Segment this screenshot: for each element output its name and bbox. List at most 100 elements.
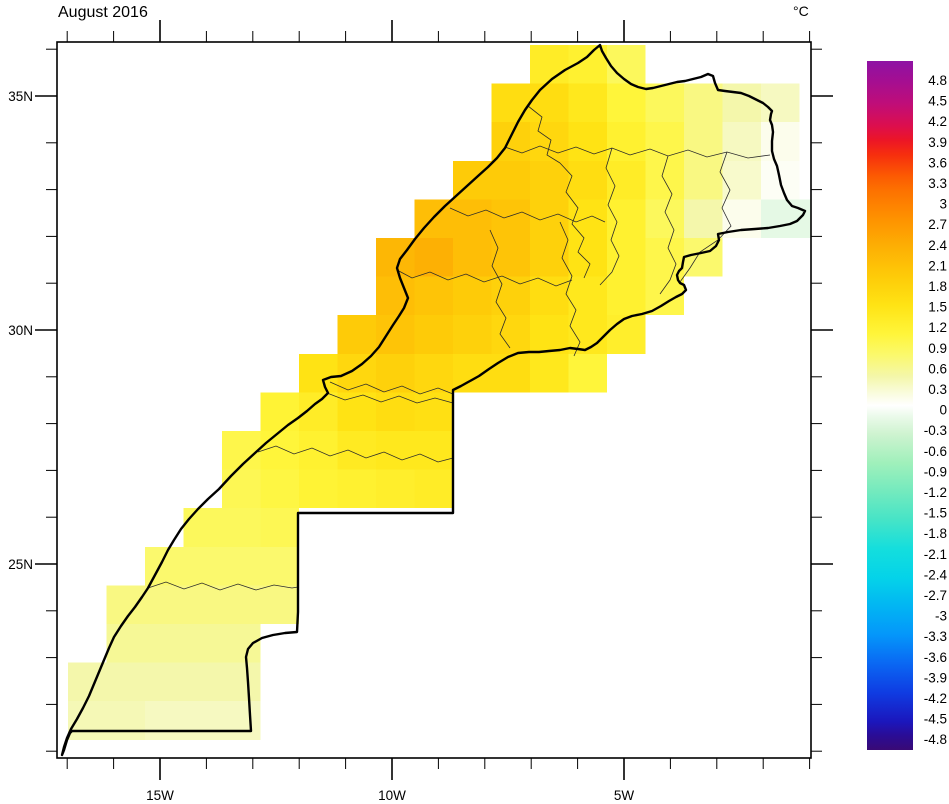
admin-boundary-line [449,207,606,223]
anomaly-grid-cell [645,83,684,123]
colorbar-tick-label: -3 [935,609,947,624]
anomaly-grid-cell [530,45,569,84]
anomaly-grid-cell [222,431,261,470]
anomaly-grid-cell [183,585,222,624]
admin-boundary-line [599,147,620,286]
anomaly-grid-cell [68,701,107,740]
anomaly-grid-cell [414,353,453,393]
anomaly-grid-cell [222,585,261,624]
anomaly-grid-cell [684,199,723,238]
colorbar-tick-label: 3.9 [928,135,947,150]
anomaly-grid-cell [607,122,646,161]
admin-boundary-line [257,445,454,463]
colorbar-tick-label: -1.2 [924,485,947,500]
anomaly-grid-cell [337,469,376,509]
anomaly-grid-cell [145,701,184,740]
colorbar-tick-label: 0 [939,403,947,418]
colorbar-tick-label: -3.3 [924,629,947,644]
anomaly-grid-cell [376,469,415,509]
colorbar-tick-label: -3.6 [924,650,947,665]
anomaly-grid-cell [684,122,723,161]
anomaly-grid-cell [491,353,530,393]
colorbar-tick-label: 0.3 [928,382,947,397]
colorbar-tick-label: -0.3 [924,423,947,438]
anomaly-grid-cell [106,701,145,740]
colorbar-tick-label: 4.8 [928,73,947,88]
colorbar-tick-label: 2.1 [928,258,947,273]
anomaly-grid-cell [337,353,376,393]
anomaly-grid-cell [568,199,607,238]
colorbar-tick-label: 0.6 [928,361,947,376]
y-axis-tick-label: 35N [8,89,33,104]
anomaly-grid-cell [530,238,569,277]
anomaly-grid-cell [222,701,261,740]
colorbar-tick-label: 3.6 [928,155,947,170]
anomaly-grid-cell [491,199,530,238]
anomaly-grid-cell [337,315,376,354]
anomaly-grid-cell [183,624,222,663]
anomaly-grid-cell [260,546,299,586]
anomaly-grid-cell [722,122,761,161]
admin-boundary-line [326,392,454,404]
colorbar-tick-label: 2.4 [928,238,947,253]
anomaly-grid-cell [222,546,261,586]
anomaly-grid-cell [799,199,811,238]
coastline-path [60,43,807,757]
colorbar-tick-label: -1.5 [924,506,947,521]
anomaly-grid-cell [530,199,569,238]
anomaly-grid-cell [376,353,415,393]
anomaly-grid-cell [530,276,569,316]
anomaly-grid-cell [530,315,569,354]
anomaly-grid-cell [414,238,453,277]
anomaly-grid-cell [145,662,184,702]
colorbar-tick-label: 3 [939,197,947,212]
anomaly-grid-cell [761,122,800,161]
anomaly-grid-cell [376,238,415,277]
anomaly-grid-cell [260,508,299,547]
anomaly-grid-cell [684,83,723,123]
anomaly-grid-cell [568,83,607,123]
anomaly-grid-cell [761,83,800,123]
colorbar-tick-label: -0.6 [924,444,947,459]
anomaly-grid-cell [530,122,569,161]
anomaly-grid-cell [491,315,530,354]
anomaly-grid-cell [260,585,299,624]
anomaly-grid-cell [645,199,684,238]
colorbar-tick-label: -3.9 [924,670,947,685]
anomaly-grid-cell [376,276,415,316]
x-axis-tick-label: 15W [146,788,174,803]
colorbar-tick-label: -0.9 [924,464,947,479]
anomaly-grid-cell [568,238,607,277]
anomaly-grid-cell [453,276,492,316]
colorbar-tick-label: -4.5 [924,712,947,727]
anomaly-grid-cell [299,469,338,509]
y-axis-tick-label: 30N [8,323,33,338]
anomaly-grid-cell [530,83,569,123]
admin-boundary-line [559,221,581,357]
anomaly-grid-cell [106,624,145,663]
anomaly-grid-cell [145,624,184,663]
anomaly-grid-cell [145,585,184,624]
admin-boundaries [147,105,771,591]
admin-boundary-line [504,145,771,159]
axis-ticks [35,20,833,780]
anomaly-grid-cell [260,469,299,509]
anomaly-grid-cell [491,238,530,277]
anomaly-grid-cell [607,160,646,200]
axis-tick-labels: 15W 10W 5W 35N 30N 25N [8,89,634,803]
admin-boundary-line [559,162,591,279]
anomaly-grid-cell [183,701,222,740]
admin-boundary-line [329,381,454,395]
colorbar-tick-label: 0.9 [928,341,947,356]
colorbar [867,61,913,750]
anomaly-grid-cell [684,160,723,200]
anomaly-grid-cell [376,392,415,431]
colorbar-tick-label: 4.5 [928,94,947,109]
admin-boundary-line [527,105,561,164]
colorbar-tick-label: 1.5 [928,300,947,315]
anomaly-grid-cell [414,392,453,431]
anomaly-grid-cell [414,431,453,470]
anomaly-grid-cell [106,662,145,702]
anomaly-grid-cell [260,392,299,431]
